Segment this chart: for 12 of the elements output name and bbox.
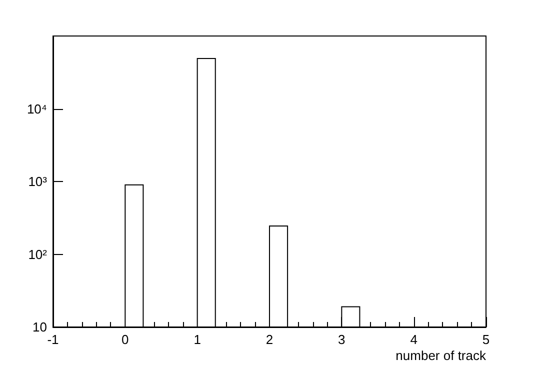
x-tick-label: 5 xyxy=(482,332,490,347)
x-tick-label: 3 xyxy=(338,332,346,347)
y-tick-label: 10² xyxy=(28,246,48,262)
x-tick-label: 2 xyxy=(266,332,274,347)
y-tick-label: 10³ xyxy=(28,174,48,189)
y-tick-label: 10 xyxy=(32,320,47,334)
x-tick-label: 4 xyxy=(410,332,418,347)
x-tick-label: -1 xyxy=(47,332,59,347)
x-axis-title: number of track xyxy=(396,348,486,363)
y-tick-label: 10⁴ xyxy=(26,101,47,116)
x-tick-label: 1 xyxy=(194,332,201,347)
x-tick-label: 0 xyxy=(122,332,129,347)
